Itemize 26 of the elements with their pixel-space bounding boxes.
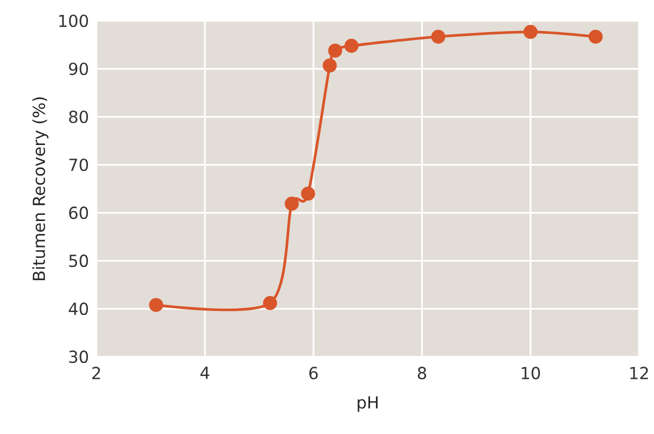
y-tick-label: 90 bbox=[69, 62, 88, 75]
x-tick-label: 8 bbox=[418, 366, 426, 380]
point bbox=[149, 298, 164, 312]
x-tick-label: 12 bbox=[630, 366, 648, 379]
point bbox=[523, 24, 538, 39]
x-tick-label: 6 bbox=[309, 366, 318, 380]
x-tick-label: 2 bbox=[92, 366, 100, 379]
y-tick-label: 30 bbox=[69, 350, 88, 363]
y-tick-label: 40 bbox=[68, 302, 88, 315]
point bbox=[344, 38, 358, 53]
point bbox=[431, 30, 446, 44]
y-tick-label: 80 bbox=[69, 110, 88, 123]
y-tick-label: 50 bbox=[69, 254, 88, 267]
y-axis-title: Bitumen Recovery (%) bbox=[32, 97, 48, 280]
y-tick-label: 60 bbox=[69, 206, 88, 219]
x-tick-label: 10 bbox=[522, 366, 540, 380]
point bbox=[322, 58, 337, 72]
point bbox=[263, 296, 278, 310]
y-tick-label: 100 bbox=[59, 14, 88, 27]
x-tick-label: 4 bbox=[200, 366, 210, 379]
point bbox=[588, 30, 603, 44]
point bbox=[284, 196, 299, 211]
point bbox=[328, 43, 342, 58]
x-axis-title: pH bbox=[358, 396, 378, 412]
point bbox=[301, 186, 316, 200]
y-tick-label: 70 bbox=[69, 158, 88, 171]
